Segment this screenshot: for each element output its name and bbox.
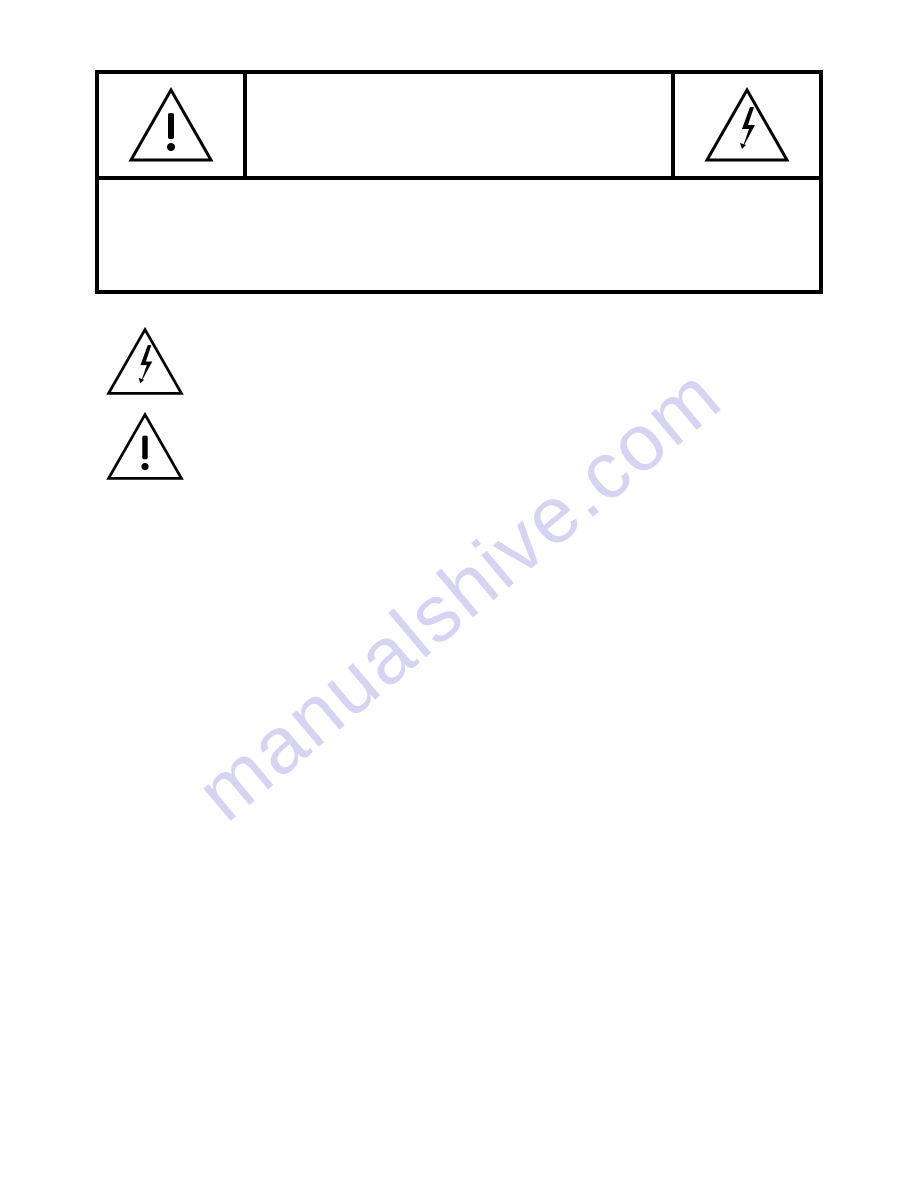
warning-header-center-cell bbox=[247, 74, 671, 176]
lightning-icon-row bbox=[95, 324, 823, 399]
lightning-triangle-icon bbox=[702, 85, 792, 165]
lightning-icon-container bbox=[100, 324, 190, 399]
warning-header-right-cell bbox=[671, 74, 819, 176]
warning-header-row bbox=[99, 74, 819, 180]
warning-body bbox=[99, 180, 819, 290]
lightning-triangle-icon-small bbox=[104, 324, 186, 399]
warning-header-left-cell bbox=[99, 74, 247, 176]
warning-box bbox=[95, 70, 823, 294]
exclamation-triangle-icon bbox=[126, 85, 216, 165]
exclamation-icon-container bbox=[100, 409, 190, 484]
exclamation-triangle-icon-small bbox=[104, 409, 186, 484]
exclamation-icon-row bbox=[95, 409, 823, 484]
